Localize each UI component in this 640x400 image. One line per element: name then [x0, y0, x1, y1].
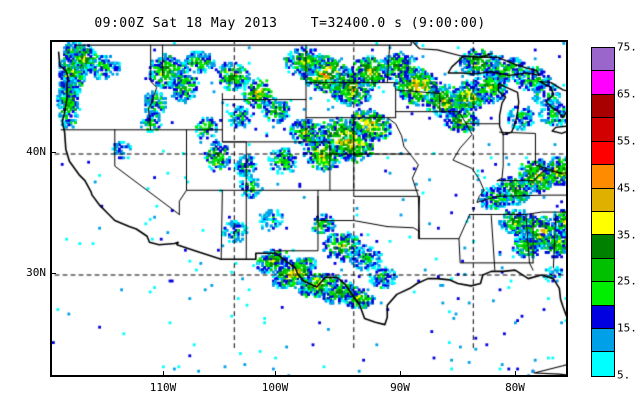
colorbar-band-35	[592, 235, 614, 259]
colorbar-band-50	[592, 165, 614, 189]
colorbar-tick-75: 75.	[617, 40, 637, 54]
colorbar-tick-55: 55.	[617, 134, 637, 148]
x-label-110W: 110W	[149, 381, 177, 394]
colorbar-band-55	[592, 141, 614, 166]
colorbar-tick-35: 35.	[617, 228, 637, 242]
x-tick-80W	[515, 371, 516, 377]
x-label-100W: 100W	[261, 381, 289, 394]
colorbar-band-10	[592, 352, 614, 376]
map-panel	[50, 40, 568, 377]
x-tick-90W	[400, 371, 401, 377]
colorbar-tick-5: 5.	[617, 368, 631, 382]
colorbar-band-75	[592, 48, 614, 72]
x-label-80W: 80W	[505, 381, 525, 394]
colorbar-band-70	[592, 71, 614, 95]
colorbar	[591, 47, 615, 377]
x-tick-100W	[275, 371, 276, 377]
colorbar-band-25	[592, 282, 614, 306]
y-tick-30N	[50, 273, 56, 274]
radar-reflectivity-map	[52, 42, 566, 375]
colorbar-band-15	[592, 329, 614, 353]
colorbar-band-45	[592, 188, 614, 212]
colorbar-tick-25: 25.	[617, 274, 637, 288]
colorbar-band-65	[592, 94, 614, 119]
colorbar-band-60	[592, 118, 614, 142]
colorbar-band-20	[592, 305, 614, 330]
y-tick-40N	[50, 152, 56, 153]
y-label-30N: 30N	[26, 266, 46, 279]
y-label-40N: 40N	[26, 145, 46, 158]
colorbar-band-40	[592, 211, 614, 236]
x-label-90W: 90W	[390, 381, 410, 394]
x-tick-110W	[163, 371, 164, 377]
colorbar-band-30	[592, 258, 614, 283]
plot-title: 09:00Z Sat 18 May 2013 T=32400.0 s (9:00…	[94, 16, 486, 31]
colorbar-tick-45: 45.	[617, 181, 637, 195]
colorbar-tick-15: 15.	[617, 321, 637, 335]
colorbar-tick-65: 65.	[617, 87, 637, 101]
